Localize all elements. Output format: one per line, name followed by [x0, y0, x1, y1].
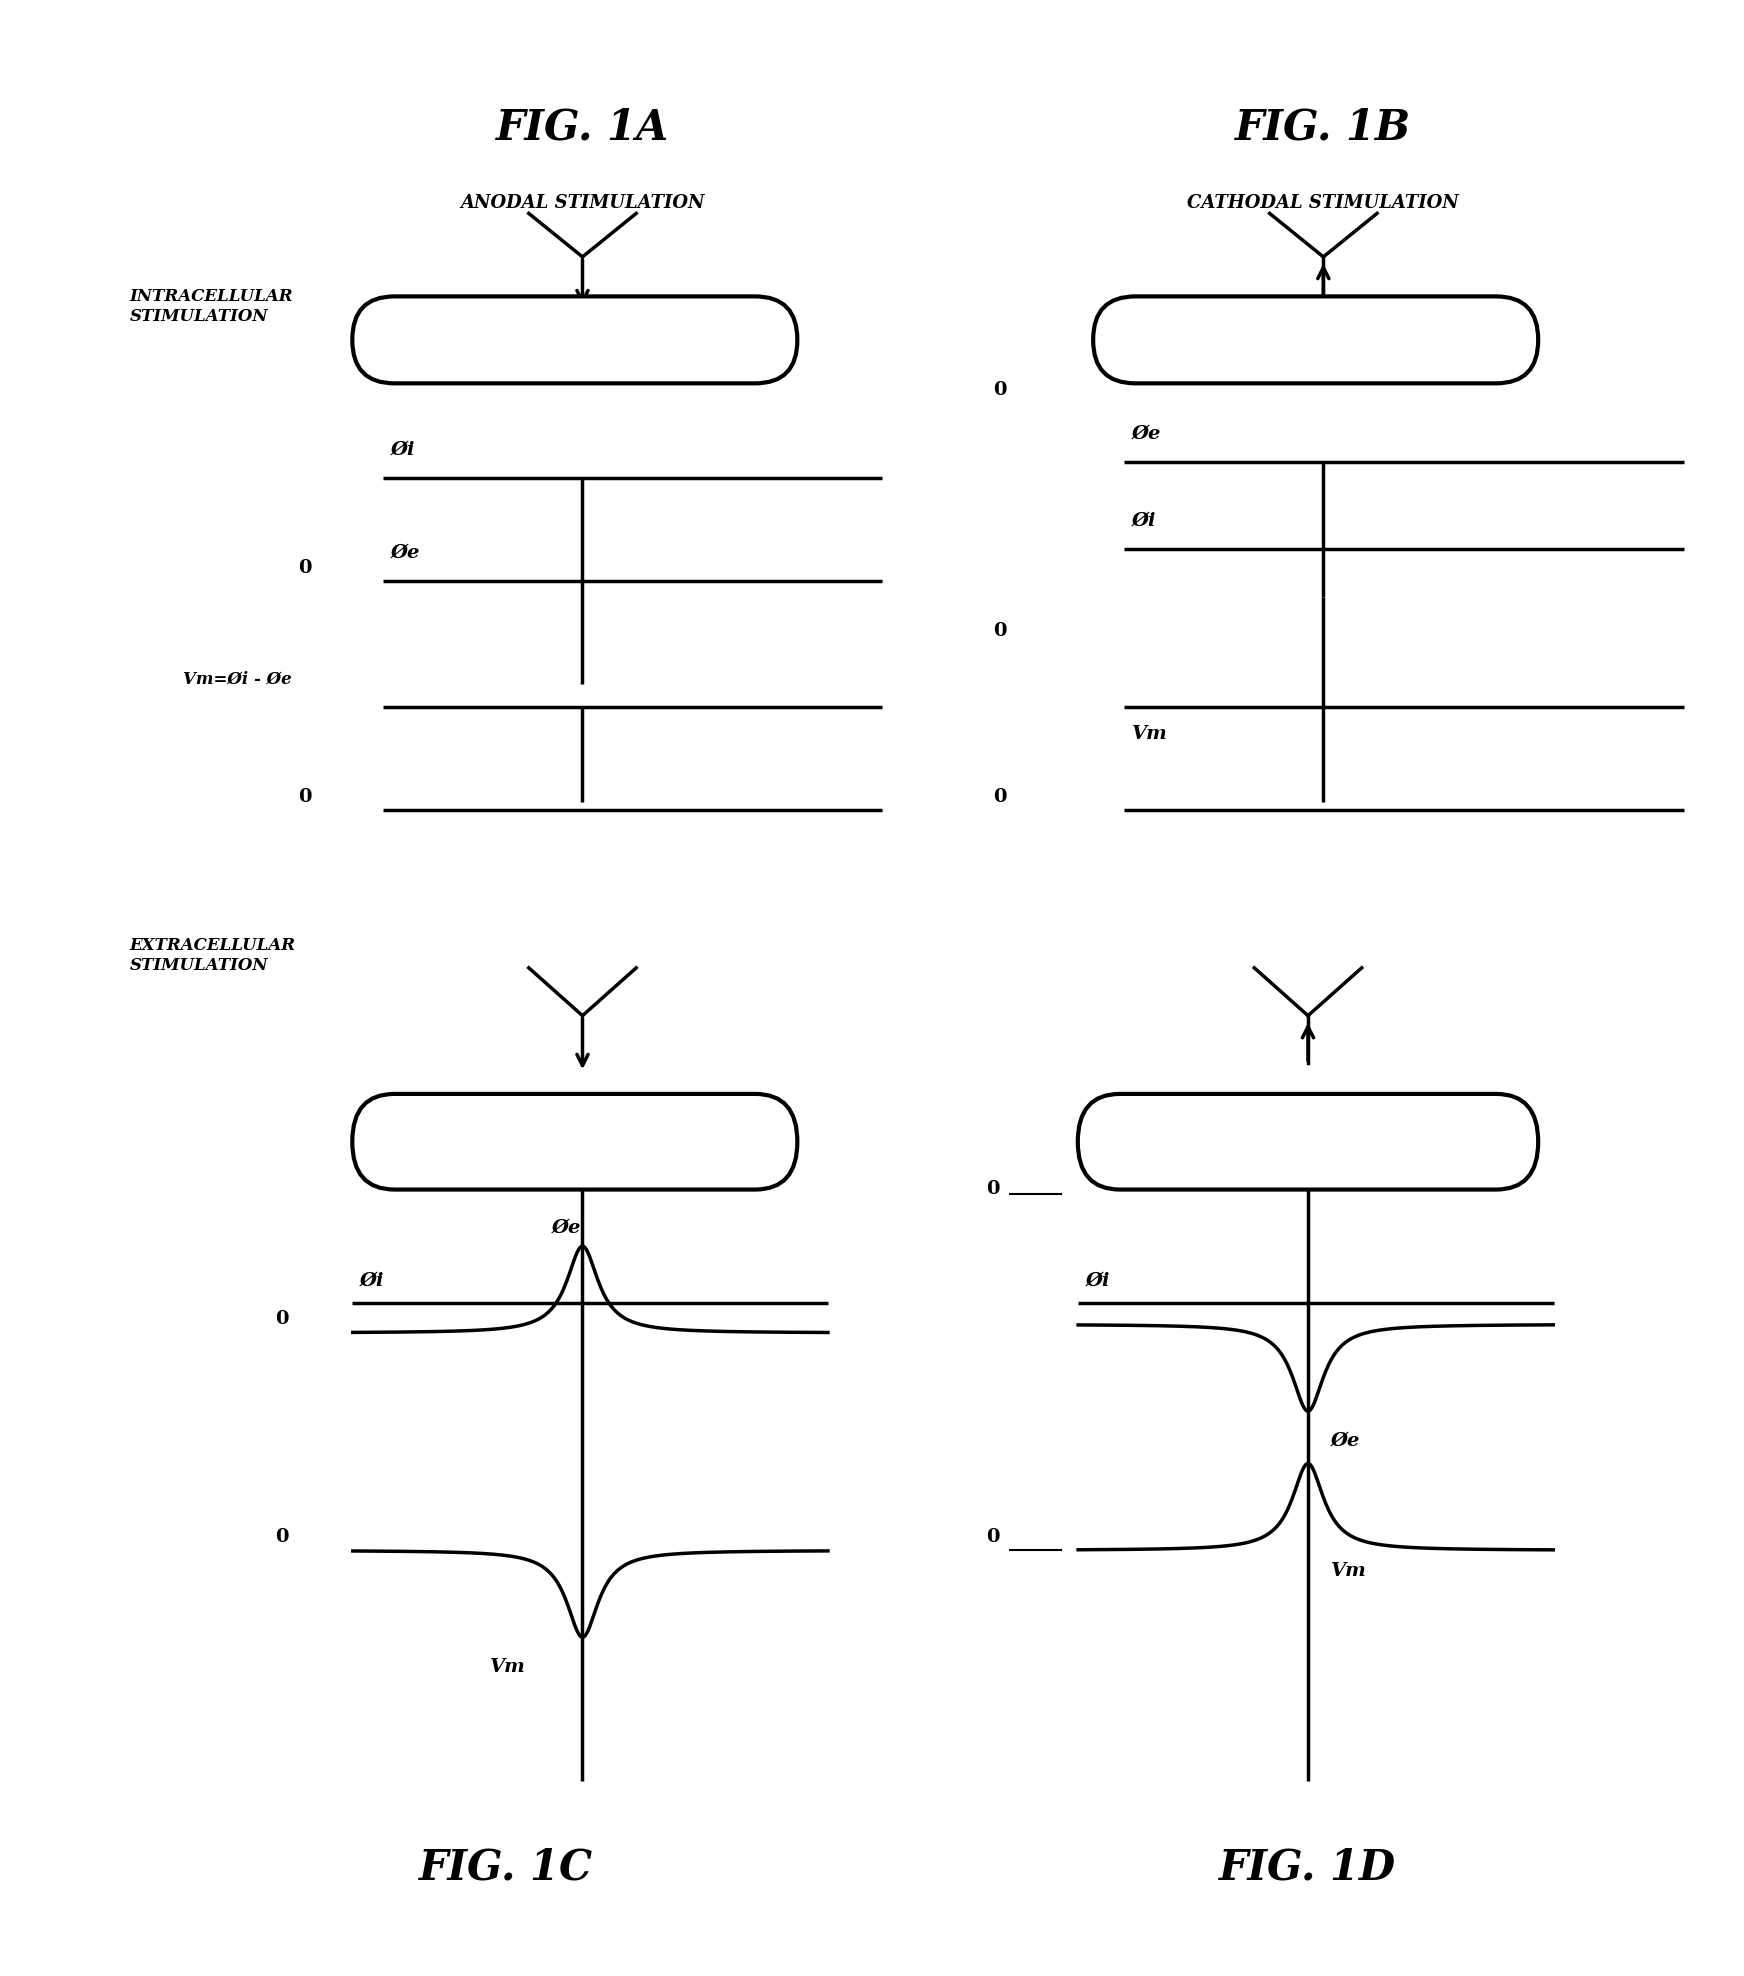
Text: 0: 0: [276, 1310, 290, 1328]
Text: Øi: Øi: [1085, 1271, 1109, 1288]
Text: FIG. 1D: FIG. 1D: [1219, 1846, 1397, 1889]
FancyBboxPatch shape: [1093, 296, 1538, 383]
Text: 0: 0: [994, 622, 1006, 640]
Text: Vm: Vm: [1331, 1563, 1367, 1581]
Text: CATHODAL STIMULATION: CATHODAL STIMULATION: [1188, 194, 1460, 211]
Text: EXTRACELLULAR
STIMULATION: EXTRACELLULAR STIMULATION: [129, 937, 296, 974]
Text: Øi: Øi: [1132, 512, 1156, 530]
Text: INTRACELLULAR
STIMULATION: INTRACELLULAR STIMULATION: [129, 288, 293, 326]
FancyBboxPatch shape: [352, 296, 797, 383]
FancyBboxPatch shape: [352, 1095, 797, 1190]
FancyBboxPatch shape: [1078, 1095, 1538, 1190]
Text: FIG. 1A: FIG. 1A: [495, 107, 670, 148]
Text: Øe: Øe: [551, 1219, 581, 1237]
Text: Vm=Øi - Øe: Vm=Øi - Øe: [183, 670, 293, 688]
Text: Vm: Vm: [1132, 725, 1167, 743]
Text: 0: 0: [276, 1527, 290, 1545]
Text: FIG. 1B: FIG. 1B: [1235, 107, 1411, 148]
Text: Øe: Øe: [391, 543, 420, 561]
Text: 0: 0: [994, 788, 1006, 806]
Text: 0: 0: [985, 1180, 999, 1197]
Text: 0: 0: [298, 559, 312, 577]
Text: Øi: Øi: [391, 441, 415, 458]
Text: Øe: Øe: [1331, 1433, 1360, 1450]
Text: 0: 0: [298, 788, 312, 806]
Text: 0: 0: [994, 381, 1006, 399]
Text: FIG. 1C: FIG. 1C: [419, 1846, 593, 1889]
Text: ANODAL STIMULATION: ANODAL STIMULATION: [460, 194, 705, 211]
Text: 0: 0: [985, 1527, 999, 1545]
Text: Øe: Øe: [1132, 425, 1162, 443]
Text: Øi: Øi: [359, 1271, 384, 1288]
Text: Vm: Vm: [490, 1658, 527, 1676]
